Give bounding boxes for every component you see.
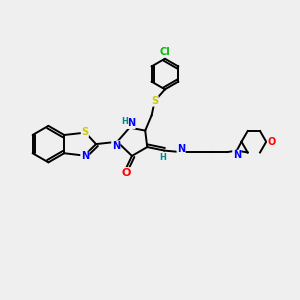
Text: N: N xyxy=(81,151,89,161)
Text: N: N xyxy=(177,144,185,154)
Text: O: O xyxy=(122,168,131,178)
Text: N: N xyxy=(127,118,135,128)
Text: H: H xyxy=(122,117,128,126)
Text: Cl: Cl xyxy=(160,47,170,57)
Text: H: H xyxy=(159,153,166,162)
Text: S: S xyxy=(81,127,88,137)
Text: N: N xyxy=(233,150,241,160)
Text: N: N xyxy=(112,141,120,151)
Text: O: O xyxy=(267,137,276,147)
Text: S: S xyxy=(151,96,158,106)
